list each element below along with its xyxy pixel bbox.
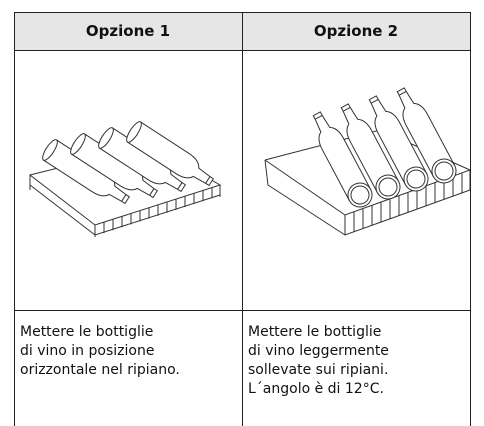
line-art xyxy=(406,169,426,189)
line-art xyxy=(368,95,428,186)
bottle xyxy=(340,103,401,200)
bottle xyxy=(312,111,373,208)
bottle xyxy=(70,133,159,199)
bottle xyxy=(396,87,457,184)
tilted-rack-illustration xyxy=(264,87,472,236)
line-art xyxy=(434,161,454,181)
text-line: di vino in posizione xyxy=(20,343,155,359)
header-cell: Opzione 1 xyxy=(14,12,242,50)
line-art xyxy=(431,158,457,184)
text-line: orizzontale nel ripiano. xyxy=(20,362,180,378)
line-art xyxy=(378,177,398,197)
line-art xyxy=(403,166,429,192)
line-art xyxy=(98,127,114,149)
line-art xyxy=(340,103,400,194)
text-line: sollevate sui ripiani. xyxy=(248,362,389,378)
text-cell: Mettere le bottiglie di vino leggermente… xyxy=(242,311,470,426)
header-cell: Opzione 2 xyxy=(242,12,470,50)
text-cell: Mettere le bottiglie di vino in posizion… xyxy=(14,311,242,426)
line-art xyxy=(42,139,58,161)
text-line: Mettere le bottiglie xyxy=(20,324,154,340)
line-art xyxy=(350,185,370,205)
text-line: di vino leggermente xyxy=(248,343,389,359)
line-art xyxy=(375,174,401,200)
line-art xyxy=(347,182,373,208)
text-line: Mettere le bottiglie xyxy=(248,324,382,340)
line-art xyxy=(312,111,372,202)
bottle xyxy=(126,121,215,187)
line-art xyxy=(70,133,86,155)
table-border xyxy=(242,12,243,426)
line-art xyxy=(126,121,142,143)
table-border xyxy=(14,12,15,426)
line-art xyxy=(126,121,215,187)
bottle xyxy=(368,95,429,192)
horizontal-rack-illustration xyxy=(28,121,222,237)
line-art xyxy=(396,87,456,178)
text-line: L´angolo è di 12°C. xyxy=(248,381,384,397)
table-border xyxy=(470,12,471,426)
bottle xyxy=(98,127,187,193)
